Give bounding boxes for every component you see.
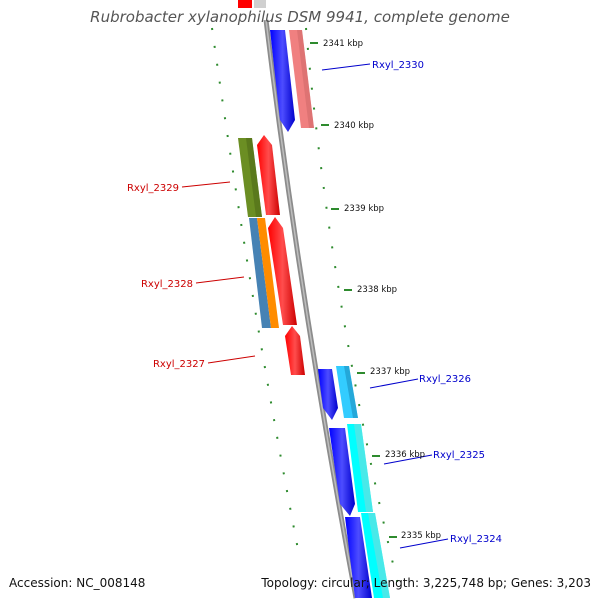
- gene-fragment: [238, 0, 252, 8]
- tick-marks: [310, 42, 397, 538]
- leader-line-rxyl-2324: [399, 538, 449, 549]
- leader-line-rxyl-2330: [321, 63, 371, 71]
- accession-text: Accession: NC_008148: [9, 576, 146, 590]
- cds-rxyl-2326[interactable]: [318, 369, 338, 420]
- tick-label: 2341 kbp: [323, 39, 363, 49]
- gene-label-rxyl-2325[interactable]: Rxyl_2325: [433, 450, 485, 461]
- cog-rxyl-2328-b[interactable]: [257, 218, 279, 328]
- gene-label-rxyl-2326[interactable]: Rxyl_2326: [419, 374, 471, 385]
- map-title: Rubrobacter xylanophilus DSM 9941, compl…: [90, 8, 510, 26]
- leader-line-rxyl-2325: [383, 454, 433, 465]
- cds-rxyl-2325[interactable]: [329, 428, 355, 516]
- cds-rxyl-2329[interactable]: [257, 135, 280, 215]
- tick-label: 2338 kbp: [357, 285, 397, 295]
- gene-label-rxyl-2330[interactable]: Rxyl_2330: [372, 60, 424, 71]
- leader-line-rxyl-2327: [207, 355, 256, 364]
- leader-line-rxyl-2326: [369, 378, 419, 389]
- tick-label: 2337 kbp: [370, 367, 410, 377]
- gene-label-rxyl-2328[interactable]: Rxyl_2328: [141, 279, 193, 290]
- cds-rxyl-2328[interactable]: [268, 217, 297, 325]
- topology-text: Topology: circular; Length: 3,225,748 bp…: [261, 576, 591, 590]
- cds-rxyl-2327[interactable]: [285, 326, 305, 375]
- cds-rxyl-2324[interactable]: [345, 517, 372, 598]
- tick-label: 2339 kbp: [344, 204, 384, 214]
- cog-rxyl-2328-a[interactable]: [249, 218, 271, 328]
- tick-label: 2340 kbp: [334, 121, 374, 131]
- leader-line-rxyl-2329: [181, 181, 231, 188]
- tick-label: 2336 kbp: [385, 450, 425, 460]
- leader-line-rxyl-2328: [195, 276, 245, 284]
- gene-label-rxyl-2324[interactable]: Rxyl_2324: [450, 534, 502, 545]
- tick-label: 2335 kbp: [401, 531, 441, 541]
- gene-label-rxyl-2329[interactable]: Rxyl_2329: [127, 183, 179, 194]
- cds-rxyl-2330[interactable]: [270, 30, 295, 132]
- gene-label-rxyl-2327[interactable]: Rxyl_2327: [153, 359, 205, 370]
